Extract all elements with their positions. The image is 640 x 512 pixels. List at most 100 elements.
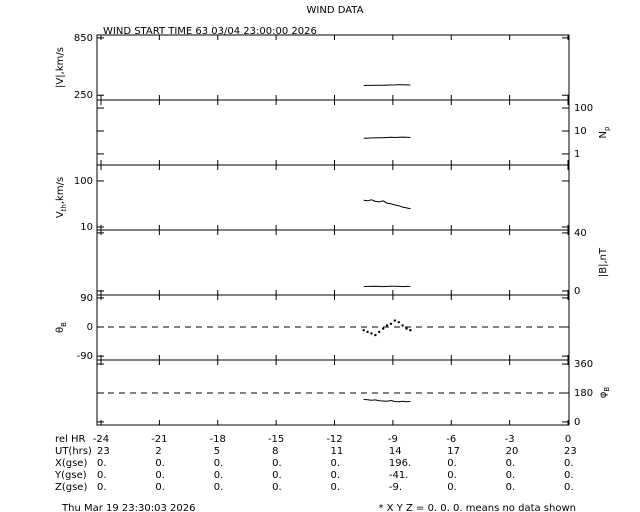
y-axis-label-part: p xyxy=(603,126,611,131)
row-value: 0. xyxy=(564,458,574,469)
chart-title: WIND DATA xyxy=(307,5,364,16)
row-value: 0. xyxy=(97,470,107,481)
x-tick-label: -9 xyxy=(388,434,398,445)
x-tick-label: 0 xyxy=(565,434,571,445)
row-value: 2 xyxy=(155,446,161,457)
data-point xyxy=(366,330,369,334)
row-value: 0. xyxy=(155,458,165,469)
data-point xyxy=(405,327,408,330)
row-value: -9. xyxy=(389,482,402,493)
data-point xyxy=(393,319,397,322)
row-label: Z(gse) xyxy=(55,482,87,493)
x-tick-label: -3 xyxy=(505,434,515,445)
row-value: 196. xyxy=(389,458,411,469)
row-value: 20 xyxy=(506,446,519,457)
data-point xyxy=(385,324,389,327)
row-value: 0. xyxy=(506,482,516,493)
row-value: 0. xyxy=(155,482,165,493)
row-value: 0. xyxy=(97,458,107,469)
y-tick-label: 0 xyxy=(574,417,580,428)
row-value: 0. xyxy=(214,482,224,493)
x-tick-label: -18 xyxy=(210,434,226,445)
y-axis-label-part: th xyxy=(60,204,68,211)
row-value: 0. xyxy=(97,482,107,493)
row-value: 0. xyxy=(272,470,282,481)
panel-frame xyxy=(96,99,570,166)
row-value: 0. xyxy=(331,470,341,481)
y-axis-label-part: φ xyxy=(598,391,609,398)
data-point xyxy=(378,330,381,334)
row-value: 0. xyxy=(272,458,282,469)
y-axis-label: Np xyxy=(598,126,611,138)
y-tick-label: 0 xyxy=(574,286,580,297)
row-value: 0. xyxy=(331,482,341,493)
row-value: 5 xyxy=(214,446,220,457)
row-value: 8 xyxy=(272,446,278,457)
data-point xyxy=(397,320,400,324)
y-axis-label-part: θ xyxy=(55,327,66,333)
row-value: 11 xyxy=(331,446,344,457)
data-point xyxy=(370,332,373,335)
footer-date: Thu Mar 19 23:30:03 2026 xyxy=(61,503,195,512)
row-value: 0. xyxy=(214,470,224,481)
data-point xyxy=(374,333,377,337)
y-tick-label: 10 xyxy=(80,222,93,233)
y-tick-label: 360 xyxy=(574,359,593,370)
row-value: 17 xyxy=(447,446,460,457)
footer-note: * X Y Z = 0. 0. 0. means no data shown xyxy=(378,503,576,512)
y-tick-label: 0 xyxy=(87,322,93,333)
row-value: -41. xyxy=(389,470,409,481)
y-axis-label-part: ,km/s xyxy=(55,177,66,204)
x-axis-label: rel HR xyxy=(55,434,86,445)
x-tick-label: -24 xyxy=(93,434,109,445)
panel-frame xyxy=(96,34,570,101)
row-label: UT(hrs) xyxy=(55,446,92,457)
row-value: 23 xyxy=(97,446,110,457)
data-point xyxy=(389,322,393,325)
x-tick-label: -21 xyxy=(151,434,167,445)
y-tick-label: 850 xyxy=(74,33,93,44)
row-value: 0. xyxy=(564,482,574,493)
start-time: WIND START TIME 63 03/04 23:00:00 2026 xyxy=(103,26,317,37)
y-axis-label: |B|,nT xyxy=(598,247,609,277)
y-axis-label-part: B xyxy=(603,387,611,392)
x-tick-label: -6 xyxy=(446,434,456,445)
y-tick-label: 100 xyxy=(574,103,593,114)
y-axis-label-part: V xyxy=(55,211,66,218)
row-value: 0. xyxy=(447,482,457,493)
row-value: 0. xyxy=(564,470,574,481)
row-value: 0. xyxy=(214,458,224,469)
x-tick-label: -15 xyxy=(268,434,284,445)
y-tick-label: 10 xyxy=(574,126,587,137)
y-axis-label-part: |B|,nT xyxy=(598,247,609,277)
row-value: 0. xyxy=(272,482,282,493)
row-label: Y(gse) xyxy=(54,470,87,481)
data-line xyxy=(363,398,411,403)
row-value: 23 xyxy=(564,446,577,457)
panel-frame xyxy=(96,229,570,296)
data-line xyxy=(363,199,411,210)
panel-frame xyxy=(96,164,570,231)
x-tick-label: -12 xyxy=(326,434,342,445)
row-value: 14 xyxy=(389,446,402,457)
y-tick-label: 40 xyxy=(574,228,587,239)
row-value: 0. xyxy=(506,458,516,469)
row-label: X(gse) xyxy=(55,458,87,469)
y-axis-label-part: N xyxy=(598,131,609,138)
y-axis-label: Vth,km/s xyxy=(55,177,68,218)
row-value: 0. xyxy=(155,470,165,481)
y-tick-label: -90 xyxy=(77,351,93,362)
data-point xyxy=(381,327,385,330)
y-tick-label: 250 xyxy=(74,90,93,101)
data-point xyxy=(409,329,412,332)
y-tick-label: 90 xyxy=(80,293,93,304)
data-line xyxy=(363,136,411,139)
y-axis-label: |V|,km/s xyxy=(55,47,66,88)
y-tick-label: 180 xyxy=(574,388,593,399)
y-tick-label: 100 xyxy=(74,176,93,187)
data-line xyxy=(363,84,411,86)
y-axis-label: φB xyxy=(598,387,611,399)
row-value: 0. xyxy=(331,458,341,469)
y-axis-label-part: B xyxy=(60,322,68,327)
row-value: 0. xyxy=(447,458,457,469)
